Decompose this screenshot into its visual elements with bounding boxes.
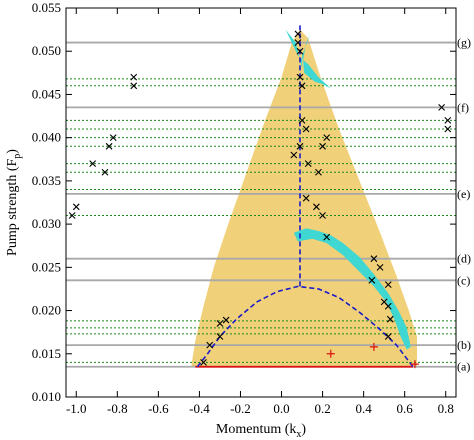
x-point-22 [304, 160, 312, 167]
side-label-4: (e) [457, 187, 470, 201]
plot-frame [65, 7, 457, 398]
yellow-region [191, 29, 417, 367]
x-tick-label-4: -0.2 [230, 401, 251, 416]
y-tick-label-7: 0.045 [32, 86, 61, 101]
red-plus-point-0 [326, 349, 335, 358]
x-tick-label-3: -0.4 [189, 401, 210, 416]
x-tick-label-1: -0.8 [107, 401, 128, 416]
side-label-0: (a) [457, 360, 470, 374]
cyan-region-1 [293, 228, 411, 350]
x-point-11 [216, 320, 224, 327]
x-point-2 [89, 160, 97, 167]
x-point-19 [302, 125, 310, 133]
x-tick-label-5: 0.0 [273, 401, 289, 416]
x-point-33 [384, 281, 392, 289]
x-point-36 [386, 315, 394, 323]
y-tick-label-1: 0.015 [32, 346, 61, 361]
x-point-40 [444, 125, 452, 133]
x-point-24 [319, 142, 326, 150]
x-point-1 [72, 203, 80, 211]
y-tick-label-8: 0.050 [32, 43, 61, 58]
y-tick-label-6: 0.040 [32, 130, 61, 145]
x-point-20 [296, 142, 304, 150]
x-tick-label-6: 0.2 [314, 401, 330, 416]
side-label-2: (c) [457, 273, 470, 287]
x-tick-label-8: 0.6 [397, 401, 414, 416]
cyan-region-0 [285, 29, 331, 89]
x-point-21 [290, 151, 298, 159]
x-tick-label-9: 0.8 [438, 401, 454, 416]
x-axis-label: Momentum (kx) [216, 422, 307, 440]
red-plus-point-2 [410, 360, 419, 369]
x-point-14 [294, 39, 302, 46]
x-point-9 [206, 341, 214, 349]
x-point-13 [294, 30, 302, 38]
x-point-17 [298, 82, 306, 90]
x-point-7 [130, 73, 138, 81]
x-point-27 [313, 203, 320, 211]
side-label-1: (b) [457, 338, 471, 352]
side-label-3: (d) [457, 252, 471, 266]
x-tick-label-2: -0.6 [148, 401, 169, 416]
red-plus-point-1 [369, 342, 378, 351]
x-point-4 [105, 142, 113, 150]
x-point-23 [315, 168, 322, 176]
x-point-12 [222, 316, 230, 324]
y-tick-label-9: 0.055 [32, 0, 61, 15]
x-point-35 [384, 302, 392, 310]
y-tick-label-3: 0.025 [32, 259, 61, 274]
y-tick-label-0: 0.010 [32, 389, 61, 404]
y-tick-label-5: 0.035 [32, 173, 61, 188]
x-point-0 [68, 212, 76, 219]
x-tick-label-0: -1.0 [66, 401, 87, 416]
x-point-16 [296, 73, 304, 81]
x-point-28 [319, 212, 326, 219]
x-point-15 [296, 47, 304, 55]
x-point-10 [216, 333, 224, 340]
side-label-5: (f) [457, 100, 469, 114]
x-point-29 [323, 233, 331, 241]
y-tick-label-4: 0.030 [32, 216, 61, 231]
x-tick-label-7: 0.4 [356, 401, 373, 416]
x-point-25 [323, 134, 331, 142]
x-point-38 [438, 104, 446, 111]
x-point-37 [384, 333, 392, 340]
side-label-6: (g) [457, 36, 471, 50]
x-point-3 [101, 168, 109, 176]
plot-area [66, 25, 456, 369]
x-point-26 [302, 194, 310, 202]
blue-dashed-curve [196, 285, 414, 368]
x-point-31 [376, 263, 384, 271]
x-point-32 [368, 276, 376, 284]
x-point-6 [130, 82, 138, 90]
x-point-39 [444, 116, 452, 124]
y-tick-label-2: 0.020 [32, 303, 61, 318]
x-point-30 [370, 255, 378, 263]
x-point-8 [200, 359, 207, 366]
y-axis-label: Pump strength (Fp) [5, 149, 23, 256]
x-point-18 [298, 116, 306, 124]
x-point-5 [109, 134, 117, 142]
